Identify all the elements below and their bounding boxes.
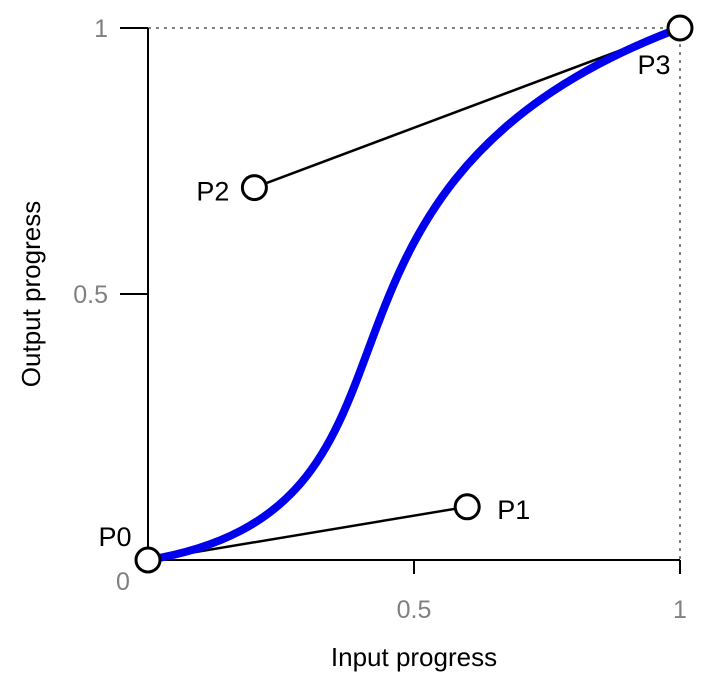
y-tick-label: 1 — [94, 15, 108, 43]
x-tick-label: 0.5 — [397, 596, 432, 624]
origin-tick-label: 0 — [116, 568, 130, 596]
bezier-curve — [144, 24, 684, 564]
control-point-p3 — [666, 14, 694, 42]
x-tick-label: 1 — [673, 596, 687, 624]
control-point-label-p1: P1 — [497, 495, 530, 525]
axis-ticks: 0.5 1 0.5 1 — [73, 15, 687, 624]
handle-lines — [147, 26, 681, 562]
control-point-p2 — [240, 174, 268, 202]
control-points: P0 P1 P2 P3 — [98, 14, 694, 574]
control-point-p1 — [453, 493, 481, 521]
y-tick-label: 0.5 — [73, 281, 108, 309]
y-axis-label: Output progress — [16, 201, 46, 387]
x-axis-label: Input progress — [331, 642, 497, 672]
control-point-label-p0: P0 — [98, 522, 131, 552]
control-point-label-p2: P2 — [196, 177, 229, 207]
control-point-p0 — [134, 546, 162, 574]
control-point-label-p3: P3 — [637, 50, 670, 80]
